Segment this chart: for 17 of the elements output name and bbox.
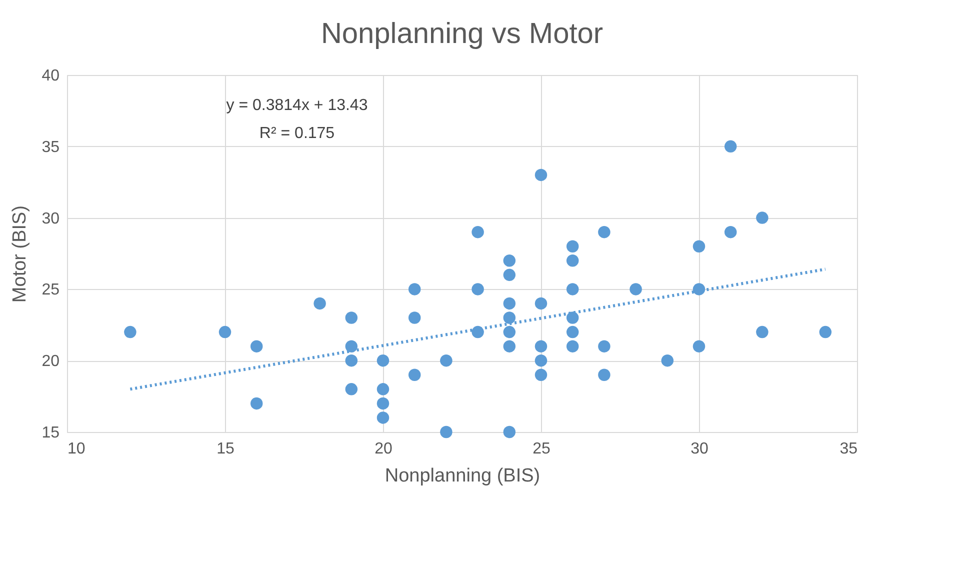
x-tick-label: 10 [68,440,86,458]
x-tick-label: 30 [690,440,708,458]
y-axis-title: Motor (BIS) [10,205,31,303]
x-axis-title: Nonplanning (BIS) [384,466,540,486]
x-tick-label: 25 [532,440,550,458]
annotation: y = 0.3814x + 13.43 [226,97,368,114]
annotation: R² = 0.175 [259,125,335,142]
x-tick-label: 15 [216,440,234,458]
x-tick-label: 35 [840,440,858,458]
y-tick-label: 25 [42,282,60,299]
y-tick-label: 40 [42,68,60,84]
chart-title: Nonplanning vs Motor [320,18,604,50]
y-tick-label: 20 [42,353,60,370]
y-tick-label: 15 [42,424,60,442]
y-tick-label: 35 [42,138,60,156]
y-tick-label: 30 [42,210,60,228]
x-tick-label: 20 [374,440,392,458]
